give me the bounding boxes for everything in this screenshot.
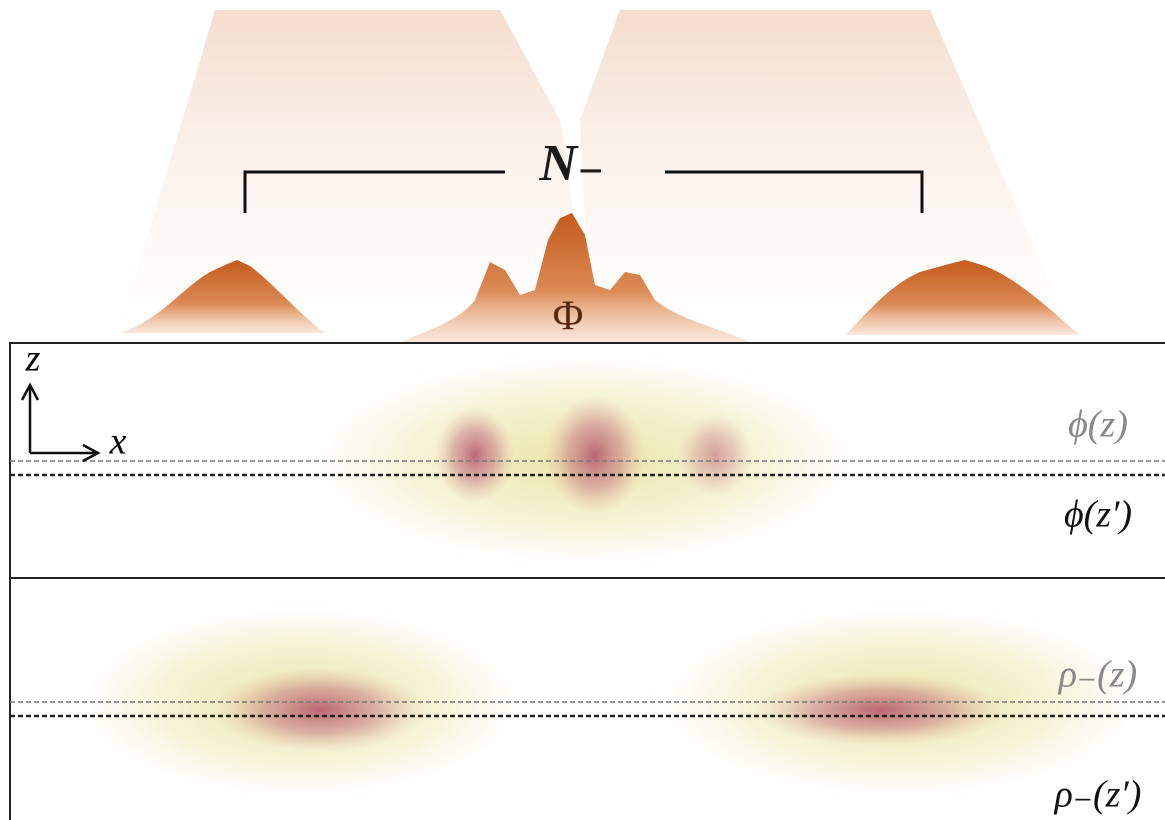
peak bbox=[845, 260, 1080, 335]
axis-label: x bbox=[109, 421, 127, 463]
axes-arrows bbox=[20, 382, 101, 463]
density-spot bbox=[755, 674, 1005, 746]
rho-zp-label: ρ₋(z′) bbox=[1054, 774, 1142, 816]
fan bbox=[580, 10, 1070, 330]
total-label: N₋ bbox=[539, 135, 605, 192]
peak bbox=[120, 260, 325, 333]
panel bbox=[9, 577, 1165, 820]
density-spot bbox=[435, 407, 515, 503]
axis-label: z bbox=[25, 338, 41, 380]
density-spot bbox=[215, 668, 425, 752]
density-spot bbox=[677, 413, 753, 497]
fan bbox=[120, 10, 590, 330]
phi-zp-label: ϕ(z′) bbox=[1064, 494, 1132, 536]
bracket bbox=[243, 170, 924, 213]
density-spot bbox=[545, 395, 645, 515]
peak bbox=[400, 213, 750, 342]
field-label: Φ bbox=[553, 294, 584, 340]
phi-z-label: ϕ(z) bbox=[1068, 404, 1128, 446]
rho-z-label: ρ₋(z) bbox=[1058, 654, 1137, 696]
